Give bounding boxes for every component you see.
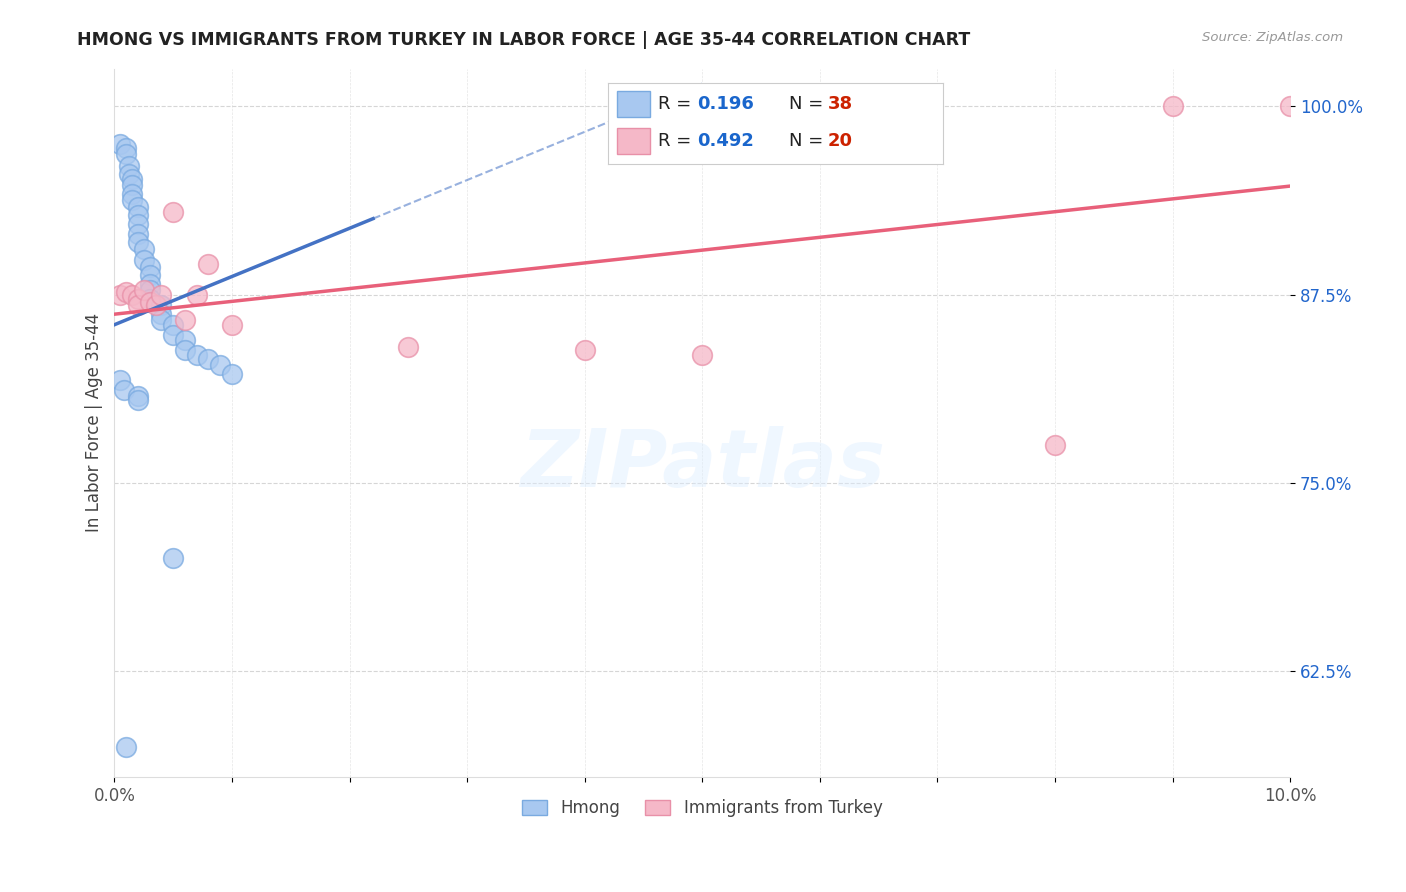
Point xyxy=(115,141,138,155)
Text: ZIPatlas: ZIPatlas xyxy=(520,426,884,504)
Point xyxy=(132,252,155,267)
Point xyxy=(112,383,135,397)
Point xyxy=(174,343,197,358)
Point xyxy=(138,260,160,275)
Point xyxy=(138,268,160,282)
Point xyxy=(121,193,143,207)
Point xyxy=(186,348,208,362)
Point xyxy=(110,136,132,151)
Point xyxy=(127,200,149,214)
Point xyxy=(127,235,149,249)
Point xyxy=(162,204,184,219)
Point xyxy=(121,186,143,201)
Point xyxy=(127,298,149,312)
Point xyxy=(127,388,149,402)
Point xyxy=(145,298,167,312)
Point xyxy=(221,318,243,332)
Point xyxy=(209,359,232,373)
Point xyxy=(138,283,160,297)
Point xyxy=(197,352,219,367)
Point xyxy=(117,167,139,181)
Legend: Hmong, Immigrants from Turkey: Hmong, Immigrants from Turkey xyxy=(513,790,891,825)
Point xyxy=(121,171,143,186)
Point xyxy=(1279,99,1302,113)
Point xyxy=(197,257,219,271)
Point xyxy=(162,318,184,332)
Point xyxy=(396,340,419,354)
Point xyxy=(127,217,149,231)
Point xyxy=(127,227,149,242)
Point xyxy=(162,551,184,566)
Point xyxy=(1043,438,1066,452)
Point xyxy=(174,313,197,327)
Point xyxy=(132,243,155,257)
Point xyxy=(150,298,173,312)
Point xyxy=(221,368,243,382)
Point xyxy=(121,287,143,301)
Point xyxy=(150,307,173,321)
Point xyxy=(115,739,138,754)
Point xyxy=(115,285,138,299)
Point xyxy=(127,208,149,222)
Point xyxy=(110,374,132,388)
Text: Source: ZipAtlas.com: Source: ZipAtlas.com xyxy=(1202,31,1343,45)
Point xyxy=(127,292,149,306)
Point xyxy=(115,147,138,161)
Point xyxy=(117,160,139,174)
Point xyxy=(174,333,197,347)
Text: HMONG VS IMMIGRANTS FROM TURKEY IN LABOR FORCE | AGE 35-44 CORRELATION CHART: HMONG VS IMMIGRANTS FROM TURKEY IN LABOR… xyxy=(77,31,970,49)
Point xyxy=(150,287,173,301)
Point xyxy=(121,178,143,192)
Point xyxy=(138,295,160,310)
Point xyxy=(574,343,596,358)
Point xyxy=(138,277,160,291)
Point xyxy=(690,348,713,362)
Point xyxy=(138,292,160,306)
Point xyxy=(132,283,155,297)
Point xyxy=(110,287,132,301)
Point xyxy=(1161,99,1184,113)
Point xyxy=(186,287,208,301)
Point xyxy=(150,313,173,327)
Point xyxy=(162,328,184,343)
Y-axis label: In Labor Force | Age 35-44: In Labor Force | Age 35-44 xyxy=(86,313,103,533)
Point xyxy=(127,393,149,408)
